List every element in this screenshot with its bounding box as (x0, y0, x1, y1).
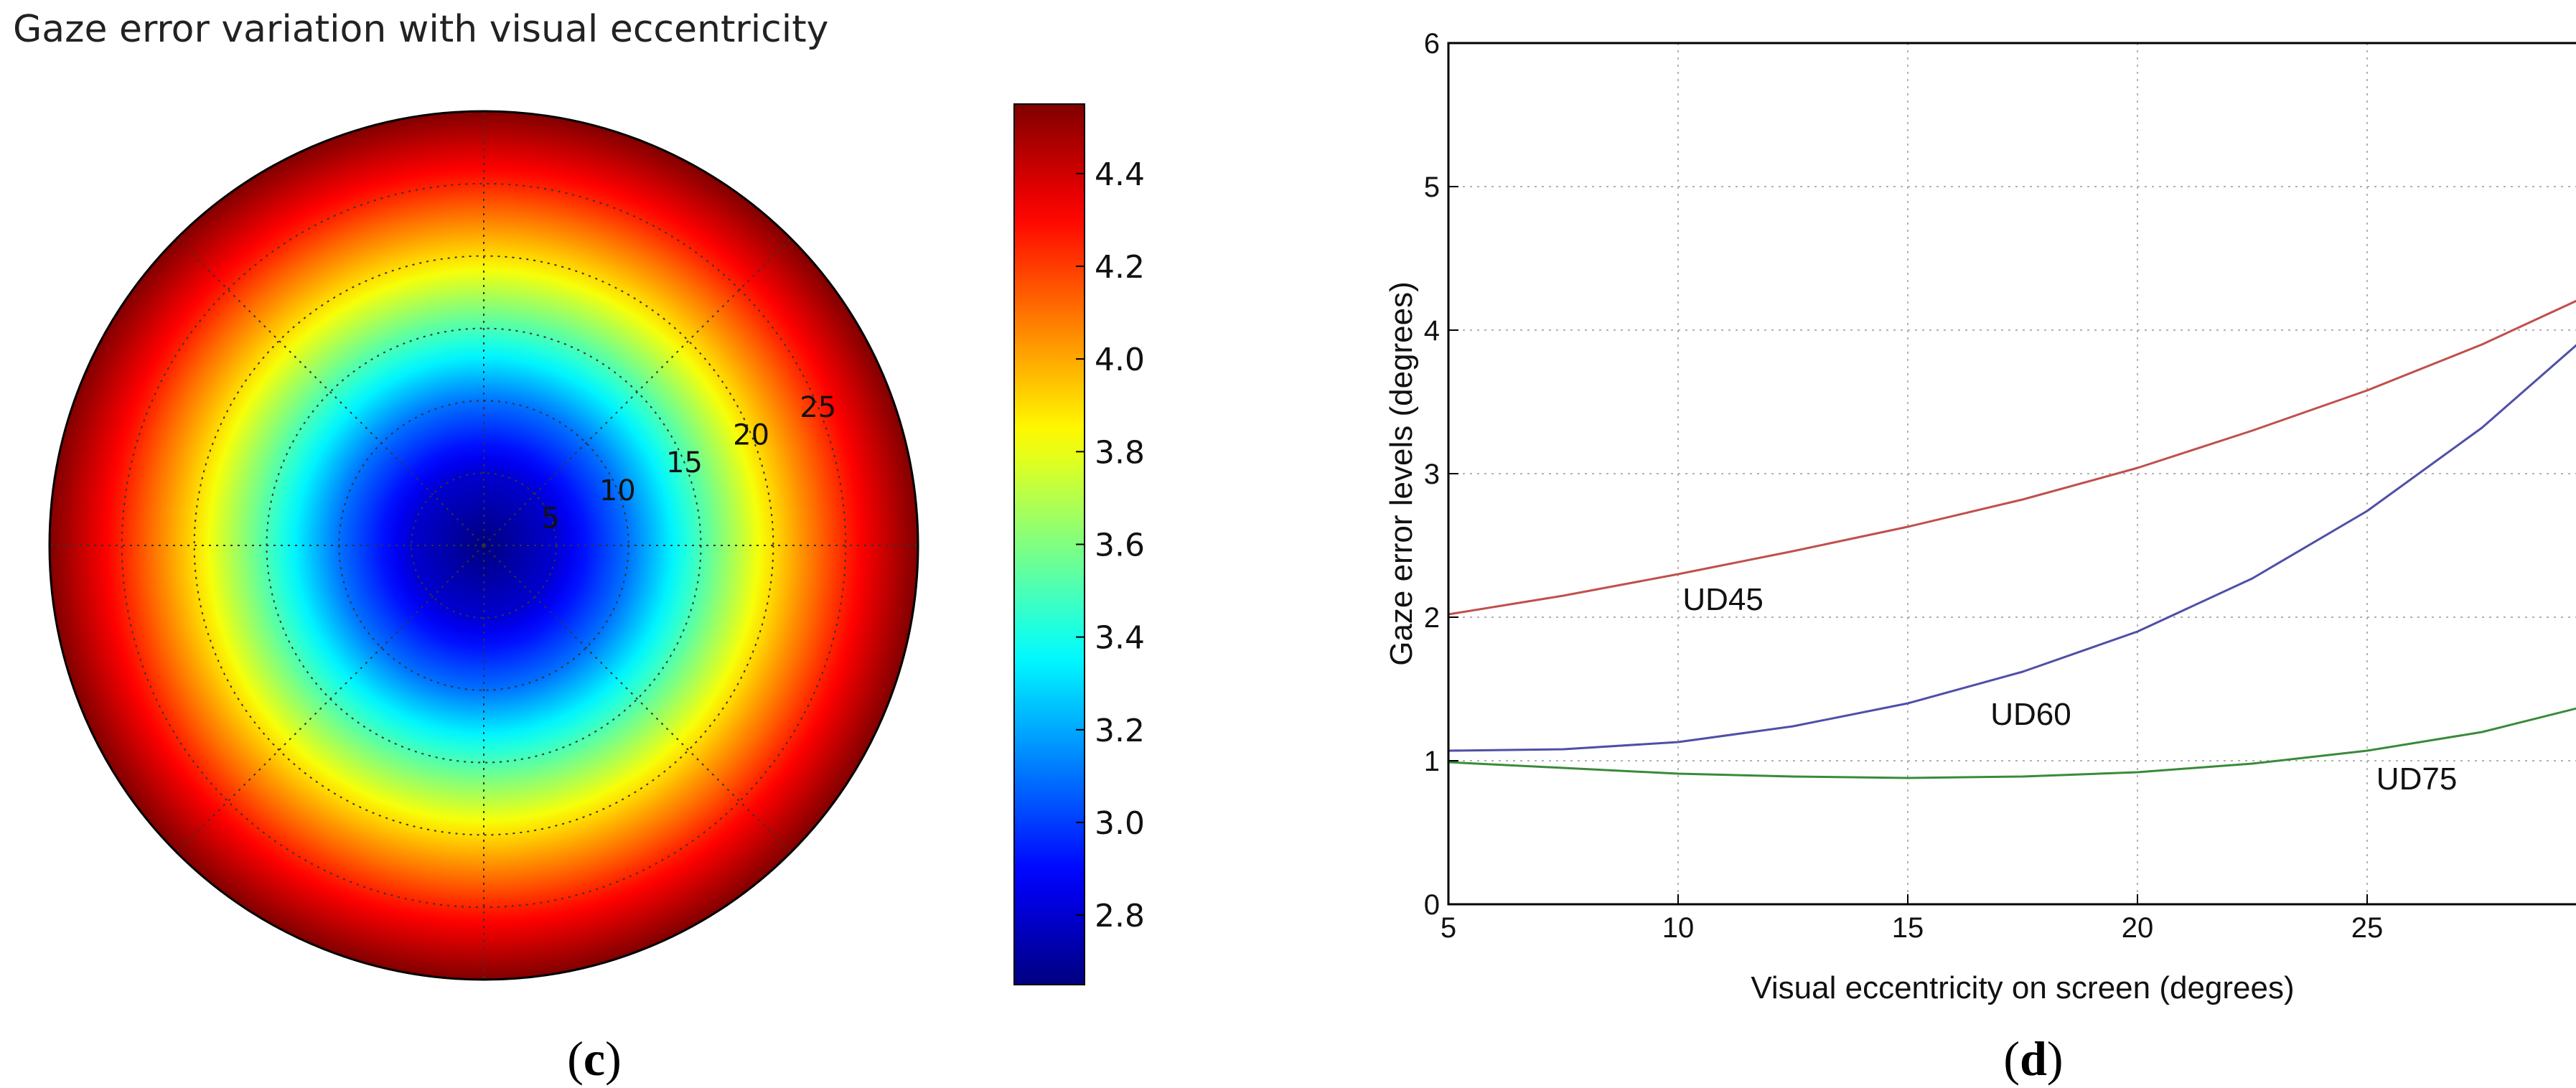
series-label-ud60: UD60 (1990, 697, 2071, 732)
y-tick-label: 0 (1424, 889, 1440, 921)
polar-grid-spoke (176, 545, 484, 853)
polar-grid-spoke (483, 545, 792, 853)
x-tick-label: 25 (2351, 912, 2384, 944)
polar-radial-tick-label: 20 (733, 419, 769, 452)
polar-title: Gaze error variation with visual eccentr… (13, 8, 828, 51)
colorbar-ticks: 2.8 3.0 3.2 3.4 3.6 3.8 4.0 4.2 4.4 (1076, 156, 1145, 934)
colorbar-tick-label: 4.4 (1095, 156, 1145, 193)
series-label-ud75: UD75 (2376, 761, 2458, 797)
colorbar (1014, 104, 1085, 985)
polar-radial-tick-label: 5 (541, 502, 559, 535)
polar-grid-circle (193, 255, 774, 836)
polar-radial-tick-label: 25 (800, 391, 836, 424)
x-tick-label: 10 (1662, 912, 1695, 944)
line-series-group (1448, 299, 2576, 779)
y-tick-label: 2 (1424, 602, 1440, 634)
panel-label-c: (c) (567, 1031, 622, 1086)
colorbar-tick-label: 4.0 (1095, 342, 1145, 378)
line-tick-labels: 510152025300123456 (1424, 28, 2384, 944)
y-tick-label: 1 (1424, 746, 1440, 777)
y-tick-label: 3 (1424, 459, 1440, 490)
y-tick-label: 4 (1424, 315, 1440, 347)
panel-label-d: (d) (2003, 1031, 2063, 1086)
polar-grid (50, 111, 918, 980)
series-line-ud60 (1448, 344, 2576, 752)
colorbar-tick-label: 3.6 (1095, 527, 1145, 564)
series-annotations: UD45 UD60 UD75 (1682, 582, 2457, 797)
y-tick-label: 5 (1424, 172, 1440, 203)
y-tick-label: 6 (1424, 28, 1440, 60)
colorbar-tick-label: 3.0 (1095, 805, 1145, 842)
colorbar-tick-label: 2.8 (1095, 898, 1145, 934)
x-tick-label: 20 (2122, 912, 2154, 944)
colorbar-tick-label: 4.2 (1095, 249, 1145, 286)
x-tick-label: 15 (1892, 912, 1924, 944)
colorbar-tick-label: 3.4 (1095, 620, 1145, 657)
polar-radial-tick-label: 15 (666, 446, 703, 479)
polar-radial-tick-label: 10 (599, 474, 636, 507)
series-line-ud75 (1448, 707, 2576, 779)
colorbar-tick-label: 3.8 (1095, 434, 1145, 471)
x-axis-label: Visual eccentricity on screen (degrees) (1751, 970, 2294, 1005)
series-line-ud45 (1448, 299, 2576, 616)
series-label-ud45: UD45 (1682, 582, 1764, 617)
y-axis-label: Gaze error levels (degrees) (1384, 281, 1419, 666)
polar-radial-labels: 5 10 15 20 25 (541, 391, 836, 535)
x-tick-label: 5 (1441, 912, 1456, 944)
polar-grid-spoke (483, 238, 792, 546)
polar-grid-circle (121, 182, 847, 909)
colorbar-tick-label: 3.2 (1095, 713, 1145, 749)
polar-outer-border (48, 110, 919, 981)
panel-c-polar-heatmap: Gaze error variation with visual eccentr… (13, 8, 1145, 1086)
polar-grid-spoke (176, 238, 484, 546)
